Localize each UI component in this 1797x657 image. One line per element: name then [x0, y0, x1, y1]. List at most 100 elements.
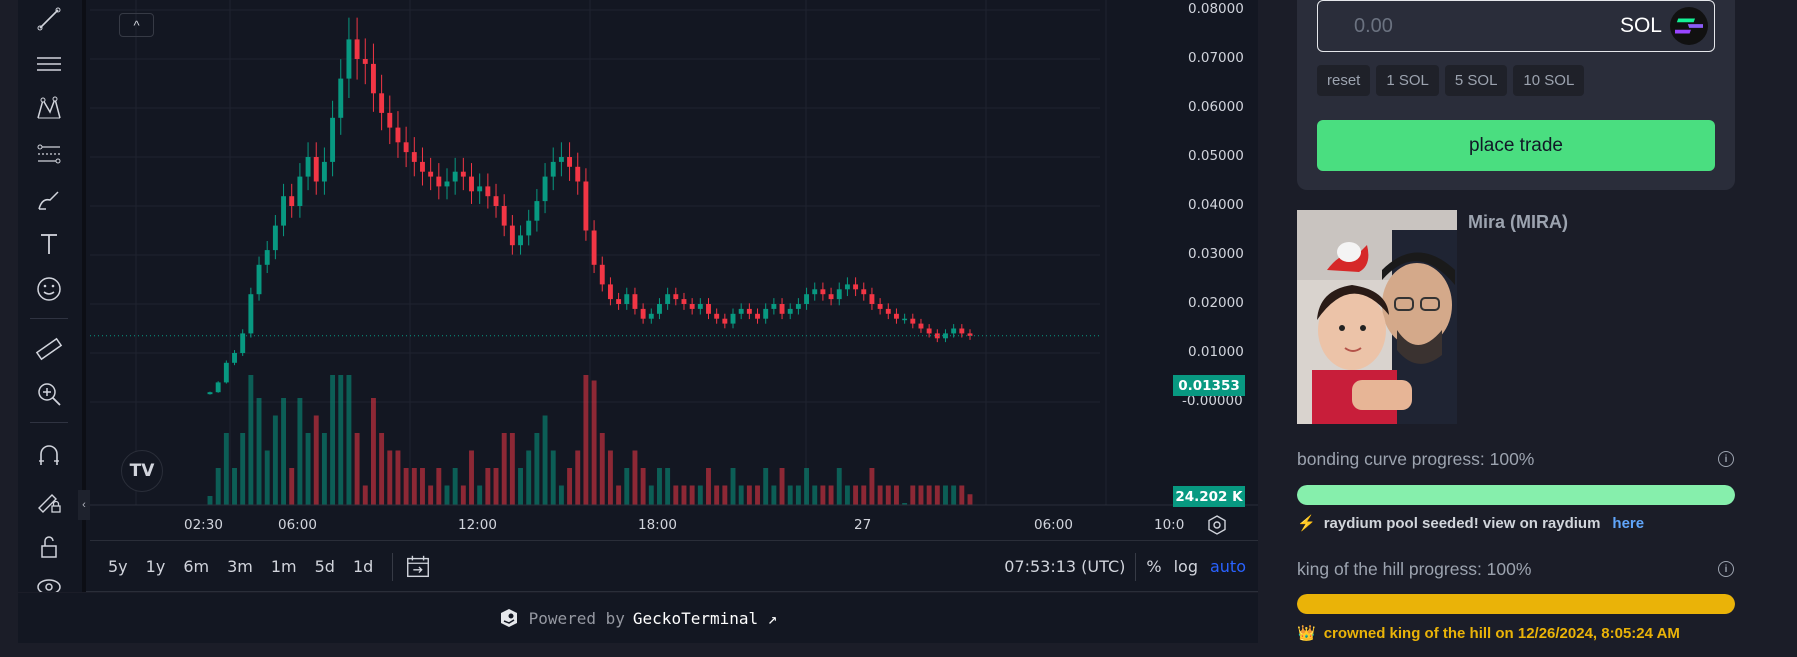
- trend-line-icon[interactable]: [32, 2, 66, 36]
- brush-icon[interactable]: [32, 182, 66, 216]
- candle-body: [706, 304, 711, 314]
- volume-bar: [379, 433, 385, 505]
- candle-body: [281, 196, 286, 226]
- volume-bar: [648, 485, 654, 505]
- candle-body: [509, 225, 515, 246]
- price-chart[interactable]: [90, 0, 1258, 540]
- candle-body: [779, 304, 785, 314]
- zoom-in-icon[interactable]: [32, 377, 66, 411]
- bottom-bar-divider: [1135, 552, 1137, 581]
- range-5d-button[interactable]: 5d: [314, 557, 335, 576]
- ruler-icon[interactable]: [32, 332, 66, 366]
- candlestick-chart[interactable]: [90, 0, 1258, 540]
- currency-label: SOL: [1619, 14, 1662, 37]
- candle-body: [420, 161, 425, 172]
- range-6m-button[interactable]: 6m: [183, 557, 210, 576]
- candle-body: [673, 294, 679, 300]
- go-to-date-icon[interactable]: [403, 552, 433, 582]
- candle-body: [795, 304, 801, 309]
- geckoterminal-link[interactable]: GeckoTerminal ↗: [632, 608, 778, 628]
- volume-bar: [297, 398, 303, 505]
- volume-bar: [362, 485, 368, 505]
- candle-body: [967, 333, 973, 336]
- quick-10-sol-button[interactable]: 10 SOL: [1513, 65, 1585, 96]
- legend-collapse-button[interactable]: ^: [119, 13, 154, 37]
- quick-5-sol-button[interactable]: 5 SOL: [1444, 65, 1508, 96]
- volume-bar: [844, 485, 850, 505]
- candle-body: [738, 308, 744, 314]
- candle-body: [844, 284, 850, 290]
- range-1y-button[interactable]: 1y: [145, 557, 166, 576]
- candle-body: [264, 250, 270, 265]
- volume-bar: [787, 485, 793, 505]
- volume-bar: [836, 468, 842, 505]
- range-3m-button[interactable]: 3m: [227, 557, 253, 576]
- text-tool-icon[interactable]: [32, 227, 66, 261]
- fib-retracement-icon[interactable]: [32, 137, 66, 171]
- raydium-status-text: raydium pool seeded! view on raydium: [1323, 514, 1601, 532]
- raydium-link[interactable]: here: [1612, 514, 1645, 532]
- utc-clock[interactable]: 07:53:13 (UTC): [1004, 557, 1126, 576]
- bonding-info-icon[interactable]: i: [1718, 451, 1734, 467]
- range-1d-button[interactable]: 1d: [352, 557, 374, 576]
- candle-body: [730, 313, 736, 324]
- king-of-the-hill-progress-fill: [1297, 594, 1735, 614]
- collapse-toolbar-button[interactable]: ‹: [78, 490, 90, 520]
- chart-widget: ‹ ^ TV 0.08000 0.07000 0.06000 0.05000 0.040…: [18, 0, 1258, 592]
- volume-bar: [722, 485, 728, 505]
- volume-bar: [607, 450, 613, 505]
- horizontal-lines-icon[interactable]: [32, 47, 66, 81]
- trade-panel: SOL reset 1 SOL 5 SOL 10 SOL place trade: [1297, 0, 1735, 190]
- candle-body: [599, 264, 605, 285]
- tradingview-logo[interactable]: TV: [121, 450, 163, 492]
- unlock-icon[interactable]: [32, 530, 66, 564]
- crown-icon: 👑: [1297, 625, 1316, 642]
- range-1m-button[interactable]: 1m: [270, 557, 297, 576]
- lock-drawings-icon[interactable]: [32, 484, 66, 518]
- volume-bar: [321, 433, 327, 505]
- volume-bar: [281, 398, 286, 505]
- volume-bar: [395, 450, 401, 505]
- reset-button[interactable]: reset: [1317, 65, 1371, 96]
- candle-body: [689, 304, 695, 309]
- candle-body: [501, 206, 507, 226]
- auto-scale-toggle[interactable]: auto: [1209, 557, 1246, 576]
- chart-settings-icon[interactable]: [1206, 514, 1228, 536]
- price-axis-label: 0.03000: [1188, 246, 1244, 262]
- emoji-icon[interactable]: [32, 272, 66, 306]
- volume-bar: [534, 433, 540, 505]
- candle-body: [902, 318, 908, 321]
- volume-bar: [305, 433, 311, 505]
- volume-bar: [779, 468, 785, 505]
- place-trade-button[interactable]: place trade: [1317, 120, 1715, 171]
- candle-body: [607, 284, 613, 300]
- chart-bottom-bar: 5y 1y 6m 3m 1m 5d 1d 07:53:13 (UTC) % lo…: [90, 540, 1258, 592]
- volume-bar: [509, 433, 515, 505]
- candle-body: [943, 333, 948, 339]
- quick-1-sol-button[interactable]: 1 SOL: [1376, 65, 1439, 96]
- powered-by-footer[interactable]: Powered by GeckoTerminal ↗: [18, 593, 1258, 643]
- candle-body: [632, 294, 638, 309]
- volume-bar: [624, 468, 630, 505]
- volume-bar: [812, 485, 818, 505]
- amount-input[interactable]: [1318, 14, 1578, 38]
- range-5y-button[interactable]: 5y: [108, 557, 128, 576]
- candle-body: [436, 176, 442, 187]
- eye-icon[interactable]: [32, 572, 66, 592]
- koth-info-icon[interactable]: i: [1718, 561, 1734, 577]
- magnet-icon[interactable]: [32, 439, 66, 473]
- pattern-icon[interactable]: [32, 92, 66, 126]
- candle-body: [411, 152, 417, 162]
- volume-bar: [436, 468, 442, 505]
- candle-body: [771, 304, 777, 309]
- candle-body: [681, 299, 687, 304]
- volume-bar: [902, 503, 908, 505]
- candle-body: [338, 78, 344, 118]
- log-scale-toggle[interactable]: log: [1173, 557, 1198, 576]
- candle-body: [877, 304, 883, 309]
- percent-scale-toggle[interactable]: %: [1146, 557, 1162, 576]
- candle-body: [869, 294, 875, 304]
- volume-bar: [599, 433, 605, 505]
- candle-body: [403, 142, 409, 153]
- candle-body: [452, 171, 458, 182]
